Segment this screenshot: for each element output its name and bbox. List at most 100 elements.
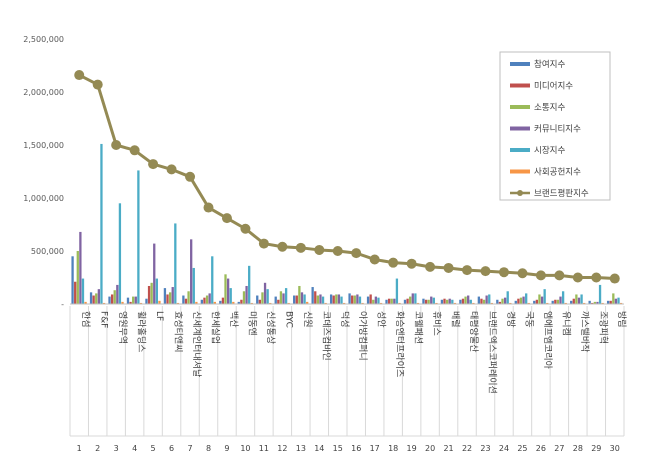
category-label: 국동 [523, 311, 534, 328]
bar-사회공헌지수-신성통상 [269, 302, 272, 304]
rank-label: 24 [499, 444, 509, 453]
category-label: 코웰패션 [413, 311, 424, 344]
rank-label: 1 [77, 444, 82, 453]
legend-swatch-커뮤니티지수 [510, 126, 530, 131]
bar-소통지수-신원 [298, 285, 301, 304]
bar-시장지수-조광피혁 [598, 284, 602, 304]
bar-사회공헌지수-조광피혁 [601, 302, 604, 304]
category-label: 화승엔터프라이즈 [394, 311, 405, 377]
rank-label: 20 [425, 444, 435, 453]
bar-소통지수-휠라홀딩스 [132, 296, 135, 304]
bar-소통지수-영원무역 [113, 290, 116, 304]
rank-label: 14 [314, 444, 324, 453]
bar-사회공헌지수-경방 [509, 302, 512, 304]
bar-시장지수-브랜드엑스코퍼레이션 [488, 294, 491, 304]
category-label: 신세계인터내셔날 [191, 311, 203, 377]
bar-미디어지수-효성티앤씨 [166, 294, 169, 304]
bar-참여지수-방림 [606, 300, 610, 304]
legend-swatch-시장지수 [510, 148, 530, 152]
bar-소통지수-경방 [501, 298, 504, 304]
rank-label: 8 [206, 444, 211, 453]
reputation-point-LF [148, 159, 159, 170]
reputation-point-신성통상 [258, 238, 269, 249]
bar-참여지수-BYC [274, 296, 277, 304]
bar-사회공헌지수-코웰패션 [416, 302, 420, 304]
bar-시장지수-코데즈컴바인 [321, 296, 325, 304]
bar-참여지수-코데즈컴바인 [311, 287, 314, 304]
bar-참여지수-성안 [366, 296, 370, 304]
category-label: 방림 [616, 311, 628, 328]
bar-사회공헌지수-성안 [379, 302, 383, 304]
y-axis: - 500,000 1,000,000 1,500,000 2,000,000 2,500… [23, 35, 64, 309]
bar-시장지수-엠에프엠코리아 [543, 289, 546, 304]
bar-소통지수-유니켐 [556, 299, 560, 304]
bar-커뮤니티지수-조광피혁 [596, 301, 599, 304]
rank-label: 9 [224, 444, 229, 453]
category-label: 덕성 [339, 311, 350, 328]
bar-미디어지수-코웰패션 [406, 298, 409, 304]
bar-사회공헌지수-배럴 [453, 302, 457, 304]
bar-시장지수-영원무역 [118, 203, 122, 304]
y-tick-label: 2,500,000 [23, 35, 64, 44]
bar-시장지수-국동 [525, 293, 528, 304]
bar-시장지수-신성통상 [266, 289, 269, 304]
bar-커뮤니티지수-백산 [226, 278, 230, 304]
bar-사회공헌지수-유니켐 [564, 302, 567, 304]
y-tick-label: 500,000 [31, 247, 64, 256]
category-label: 유니켐 [560, 311, 572, 336]
bar-소통지수-신세계인터내셔날 [187, 291, 190, 304]
bar-참여지수-영원무역 [108, 296, 111, 304]
bar-커뮤니티지수-덕성 [337, 294, 341, 304]
bar-미디어지수-LF [147, 285, 151, 304]
legend-swatch-참여지수 [510, 62, 530, 66]
bar-커뮤니티지수-LF [153, 243, 156, 304]
bar-커뮤니티지수-태평양물산 [467, 295, 470, 304]
bar-사회공헌지수-엠에프엠코리아 [546, 302, 549, 304]
reputation-point-국동 [517, 268, 528, 279]
category-label: 휠라홀딩스 [136, 311, 148, 352]
bar-커뮤니티지수-영원무역 [116, 284, 119, 304]
bar-소통지수-코웰패션 [409, 296, 412, 304]
bar-참여지수-코웰패션 [403, 299, 407, 304]
bar-참여지수-아가방컴퍼니 [348, 293, 351, 304]
category-label: 신원 [302, 311, 313, 328]
legend-label: 브랜드평판지수 [534, 188, 589, 199]
bar-소통지수-효성티앤씨 [168, 292, 172, 304]
bar-참여지수-경방 [496, 299, 499, 304]
bar-참여지수-태평양물산 [459, 299, 462, 304]
bar-시장지수-한세실업 [211, 256, 214, 304]
bar-미디어지수-백산 [221, 297, 225, 304]
reputation-point-효성티앤씨 [166, 164, 177, 175]
reputation-point-브랜드엑스코퍼레이션 [480, 266, 491, 277]
category-label: 미동엔 [246, 311, 257, 336]
bar-미디어지수-BYC [277, 299, 280, 304]
legend-label: 참여지수 [534, 59, 565, 70]
y-tick-label: - [61, 300, 64, 309]
category-label: F&F [99, 311, 109, 328]
bar-사회공헌지수-까스텔바작 [583, 302, 586, 304]
reputation-point-미동엔 [240, 223, 251, 234]
category-label: LF [154, 311, 164, 321]
bar-시장지수-까스텔바작 [580, 294, 583, 304]
reputation-point-영원무역 [111, 140, 122, 150]
category-label: 신성통상 [265, 311, 276, 344]
legend-label: 소통지수 [534, 103, 565, 113]
bar-커뮤니티지수-휴비스 [430, 296, 433, 304]
bar-시장지수-신원 [303, 294, 306, 304]
rank-label: 15 [333, 444, 343, 453]
bar-사회공헌지수-한세실업 [213, 301, 216, 304]
reputation-point-한섬 [74, 70, 85, 81]
bar-미디어지수-국동 [517, 298, 520, 304]
bar-참여지수-백산 [219, 300, 222, 304]
bar-미디어지수-미동엔 [240, 299, 243, 304]
legend-swatch-marker [517, 190, 523, 196]
bar-미디어지수-휠라홀딩스 [129, 301, 132, 304]
category-label: 휴비스 [431, 311, 442, 336]
reputation-point-코데즈컴바인 [314, 244, 325, 255]
bar-사회공헌지수-휴비스 [435, 302, 438, 304]
legend-label: 미디어지수 [534, 81, 573, 92]
bar-커뮤니티지수-유니켐 [559, 296, 562, 304]
bar-미디어지수-신세계인터내셔날 [184, 298, 188, 304]
